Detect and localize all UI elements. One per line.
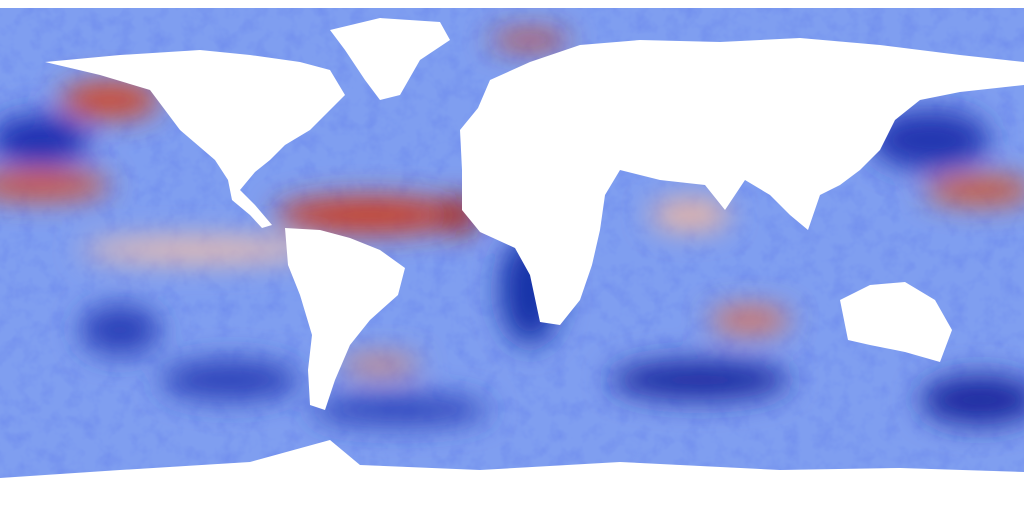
cold-patch <box>310 395 490 425</box>
cold-patch <box>870 110 990 170</box>
cold-patch <box>920 375 1024 425</box>
south-america <box>285 228 405 410</box>
warm-patch <box>80 238 320 262</box>
greenland <box>330 18 450 100</box>
warm-patch <box>275 197 465 233</box>
cold-patch <box>0 115 90 165</box>
antarctica <box>0 440 1024 512</box>
warm-patch <box>340 357 420 373</box>
warm-patch <box>650 200 730 230</box>
cold-patch <box>80 305 160 355</box>
warm-patch <box>0 171 110 199</box>
warm-patch <box>60 82 160 118</box>
cold-patch <box>610 360 790 400</box>
warm-patch <box>490 32 570 48</box>
anomaly-patches <box>0 32 1024 425</box>
warm-patch <box>925 176 1024 204</box>
eurasia-africa <box>460 38 1024 325</box>
cold-patch <box>160 360 300 400</box>
arctic-edge <box>0 0 1024 8</box>
north-america <box>45 50 345 228</box>
australia <box>840 282 952 362</box>
warm-patch <box>710 308 790 332</box>
